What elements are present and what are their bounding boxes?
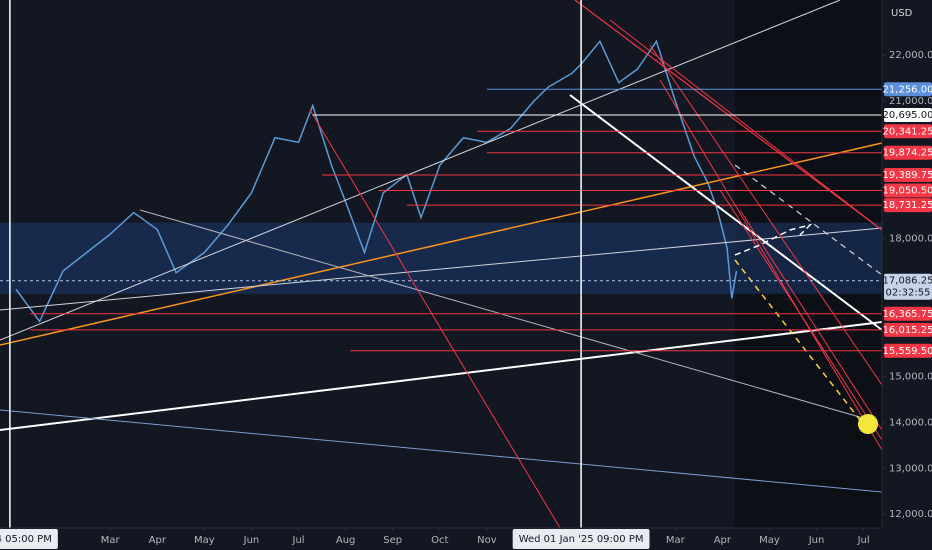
y-tick-label: 15,000.00 [889,371,932,382]
level-badge [884,306,932,321]
crosshair-label: Wed 01 Jan '25 09:00 PM [519,534,644,545]
level-label: 19,874.25 [883,148,932,159]
level-badge [884,198,932,213]
x-tick-label: Apr [149,535,167,546]
y-tick-label: 18,000.00 [889,234,932,245]
crosshair-label: Jan '24 05:00 PM [0,534,52,545]
x-tick-label: Aug [336,535,356,546]
level-label: 20,341.25 [883,126,932,137]
x-tick-label: Jul [857,535,870,546]
level-badge [884,167,932,182]
level-label: 16,015.25 [883,325,932,336]
zone [0,222,882,294]
level-badge [884,183,932,198]
last-price-label: 17,086.25 [883,276,932,287]
x-tick-label: Apr [714,535,732,546]
time-scale [0,528,882,550]
level-label: 16,365.75 [883,309,932,320]
y-tick-label: 14,000.00 [889,417,932,428]
x-tick-label: May [759,535,780,546]
over-layer [0,0,882,528]
x-tick-label: Jun [808,535,825,546]
level-badge [884,108,932,123]
x-tick-label: Nov [477,535,497,546]
level-badge [884,322,932,337]
x-tick-label: Sep [383,535,402,546]
level-badge [884,343,932,358]
y-tick-label: 22,000.00 [889,50,932,61]
x-tick-label: Jun [243,535,260,546]
under-layer [0,39,882,323]
x-tick-label: Mar [666,535,686,546]
price-line [15,39,738,323]
crosshair-badge [0,529,58,549]
x-tick-label: Jul [292,535,305,546]
y-tick-label: 21,000.00 [889,96,932,107]
y-tick-label: 12,000.00 [889,509,932,520]
last-price-badge [884,273,932,300]
x-tick-label: May [194,535,215,546]
level-label: 21,256.00 [883,84,932,95]
x-tick-label: Oct [431,535,448,546]
level-badge [884,145,932,160]
crosshair-badge [512,529,650,549]
axes: 22,000.00 21,000.00 18,000.00 15,000.00 14,0… [0,50,932,549]
x-tick-label: Mar [101,535,121,546]
level-badge [884,124,932,139]
countdown: 02:32:55 [886,288,931,299]
level-label: 15,559.50 [883,346,932,357]
currency: USD [891,8,913,19]
level-label: 18,731.25 [883,200,932,211]
y-tick-label: 13,000.00 [889,463,932,474]
level-badge [884,82,932,97]
level-label: 19,050.50 [883,186,932,197]
level-label: 19,389.75 [883,170,932,181]
level-label: 20,695.00 [883,110,932,121]
